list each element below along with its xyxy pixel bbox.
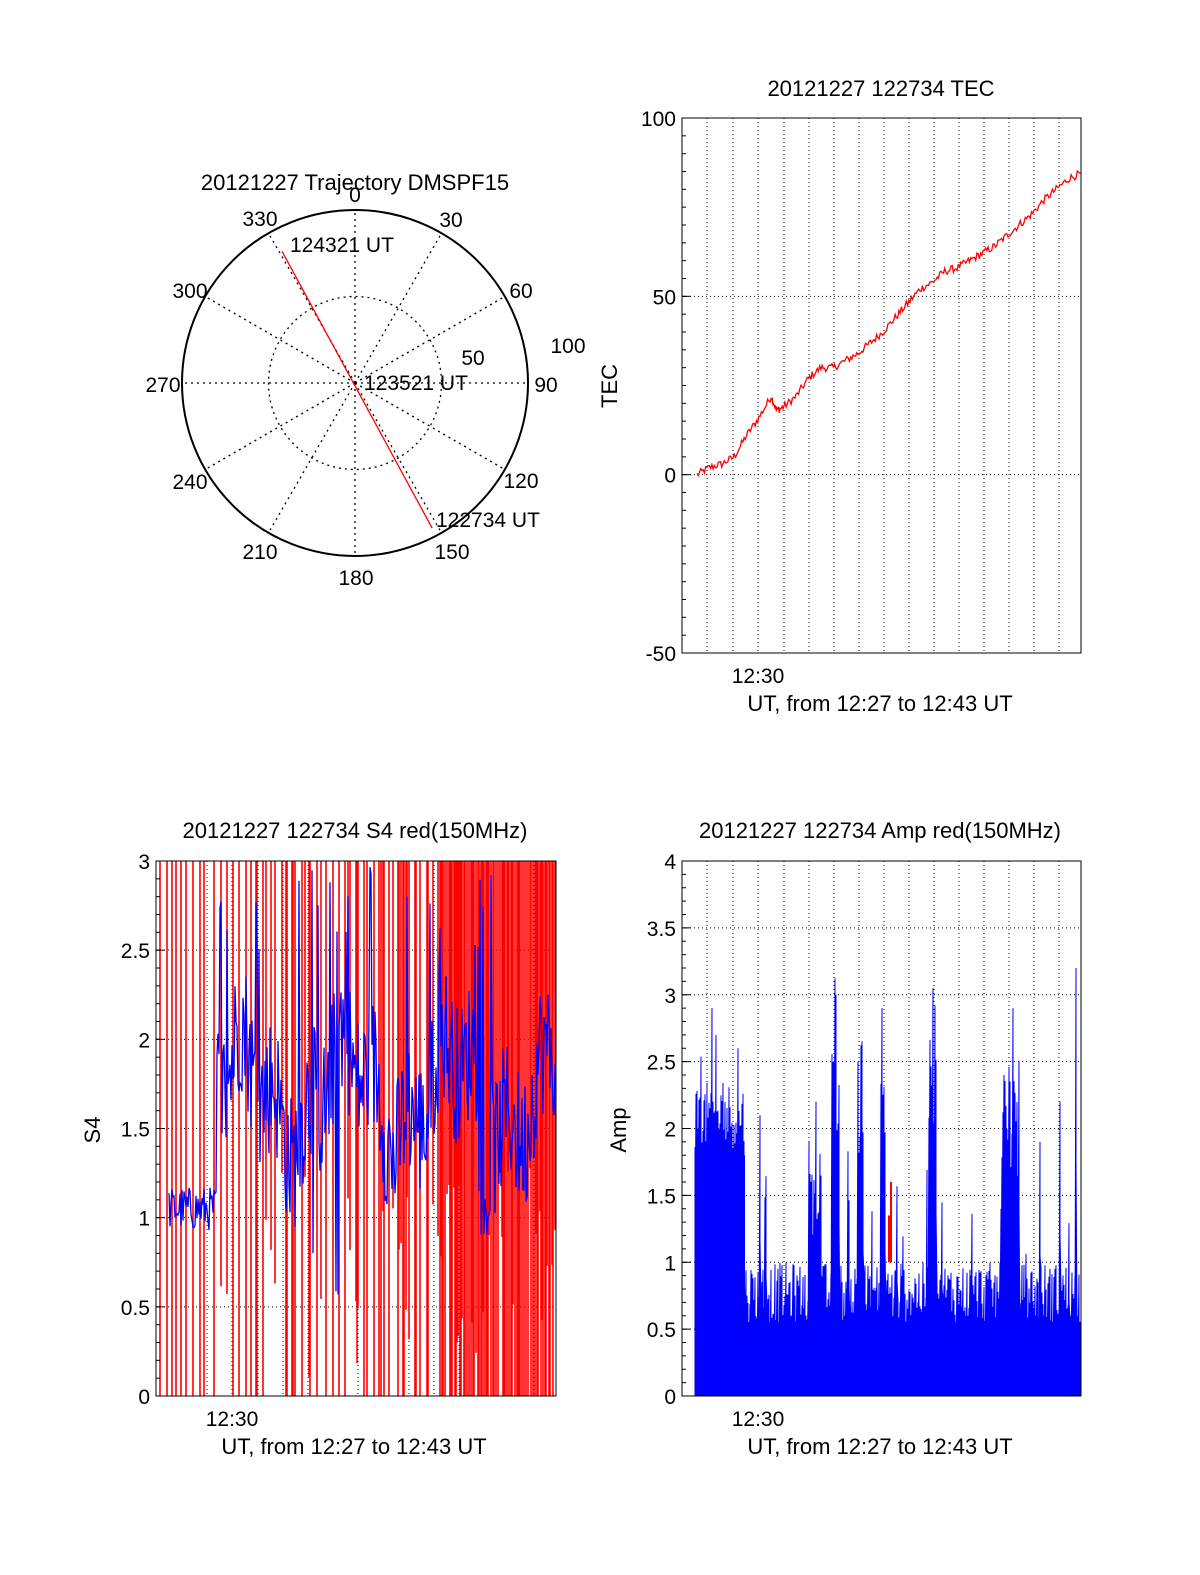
polar-grid bbox=[181, 209, 529, 557]
tec-ytick-label: -50 bbox=[646, 643, 676, 666]
amp-ytick-label: 1 bbox=[664, 1252, 676, 1275]
polar-middle-label: 123521 UT bbox=[364, 372, 468, 395]
s4-ytick-label: 2 bbox=[138, 1029, 150, 1052]
polar-inner-circle bbox=[267, 295, 443, 471]
polar-track bbox=[281, 251, 433, 529]
amp-panel: 20121227 122734 Amp red(150MHz) 0 0.5 1 1.5… bbox=[606, 818, 1082, 1459]
polar-spoke bbox=[354, 382, 443, 534]
s4-panel: 20121227 122734 S4 red(150MHz) 0 0.5 1 1.5 2… bbox=[80, 818, 557, 1459]
tec-yticks: -50 0 50 100 bbox=[641, 108, 691, 666]
polar-angle-label: 300 bbox=[172, 280, 207, 303]
s4-ytick-label: 3 bbox=[138, 851, 150, 874]
polar-labels: 0 30 60 90 120 150 180 210 240 270 300 330 50 100 1227… bbox=[145, 184, 585, 590]
s4-title: 20121227 122734 S4 red(150MHz) bbox=[183, 818, 528, 843]
s4-ytick-label: 1 bbox=[138, 1208, 150, 1231]
polar-angle-label: 90 bbox=[534, 374, 557, 397]
polar-spoke bbox=[354, 232, 443, 384]
polar-angle-label: 0 bbox=[349, 184, 361, 207]
polar-angle-label: 120 bbox=[503, 470, 538, 493]
polar-angle-label: 30 bbox=[439, 209, 462, 232]
amp-ytick-label: 2 bbox=[664, 1119, 676, 1142]
polar-angle-label: 270 bbox=[145, 374, 180, 397]
amp-x-tick: 12:30 bbox=[732, 1408, 785, 1431]
tec-series bbox=[696, 169, 1082, 477]
s4-blue-line bbox=[168, 867, 556, 1295]
s4-ytick-label: 0.5 bbox=[121, 1297, 150, 1320]
tec-line bbox=[696, 169, 1082, 477]
polar-spoke bbox=[204, 382, 356, 471]
polar-track-line bbox=[281, 251, 433, 529]
tec-ytick-label: 100 bbox=[641, 108, 676, 131]
amp-ytick-label: 1.5 bbox=[647, 1185, 676, 1208]
tec-frame bbox=[681, 117, 1082, 654]
s4-xlabel: UT, from 12:27 to 12:43 UT bbox=[221, 1434, 486, 1459]
polar-spoke bbox=[267, 232, 356, 384]
polar-spoke bbox=[204, 295, 356, 384]
s4-ytick-label: 0 bbox=[138, 1386, 150, 1409]
polar-radial-label: 100 bbox=[550, 335, 585, 358]
amp-blue-trace bbox=[694, 967, 1081, 1397]
amp-ytick-label: 0 bbox=[664, 1386, 676, 1409]
polar-angle-label: 240 bbox=[172, 471, 207, 494]
tec-panel: 20121227 122734 TEC -50 0 50 100 12:30 UT, … bbox=[597, 76, 1082, 716]
polar-angle-label: 150 bbox=[434, 541, 469, 564]
polar-radial-label: 50 bbox=[461, 347, 484, 370]
polar-angle-label: 330 bbox=[242, 208, 277, 231]
polar-spoke bbox=[354, 295, 506, 384]
s4-ytick-label: 2.5 bbox=[121, 940, 150, 963]
tec-grid bbox=[682, 118, 1081, 653]
polar-angle-label: 180 bbox=[338, 567, 373, 590]
polar-start-label: 122734 UT bbox=[436, 509, 540, 532]
s4-x-tick: 12:30 bbox=[206, 1408, 259, 1431]
polar-spoke bbox=[267, 382, 356, 534]
amp-red-series bbox=[888, 1182, 892, 1263]
polar-spoke bbox=[354, 382, 506, 471]
amp-yticks: 0 0.5 1 1.5 2 2.5 3 3.5 4 bbox=[647, 851, 691, 1409]
polar-angle-label: 60 bbox=[509, 280, 532, 303]
amp-title: 20121227 122734 Amp red(150MHz) bbox=[699, 818, 1061, 843]
amp-ytick-label: 4 bbox=[664, 851, 676, 874]
tec-title: 20121227 122734 TEC bbox=[767, 76, 994, 101]
amp-ytick-label: 3.5 bbox=[647, 918, 676, 941]
tec-ytick-label: 50 bbox=[653, 286, 676, 309]
amp-ylabel: Amp bbox=[606, 1107, 631, 1152]
tec-ytick-label: 0 bbox=[664, 465, 676, 488]
polar-end-label: 124321 UT bbox=[290, 234, 394, 257]
s4-blue-series bbox=[168, 867, 556, 1295]
tec-x-tick: 12:30 bbox=[732, 665, 785, 688]
polar-title: 20121227 Trajectory DMSPF15 bbox=[201, 170, 509, 195]
amp-xlabel: UT, from 12:27 to 12:43 UT bbox=[747, 1434, 1012, 1459]
amp-ytick-label: 2.5 bbox=[647, 1052, 676, 1075]
polar-outer-circle bbox=[181, 209, 529, 557]
polar-angle-label: 210 bbox=[242, 541, 277, 564]
amp-ytick-label: 3 bbox=[664, 985, 676, 1008]
tec-xlabel: UT, from 12:27 to 12:43 UT bbox=[747, 691, 1012, 716]
s4-yticks: 0 0.5 1 1.5 2 2.5 3 bbox=[121, 851, 165, 1409]
polar-trajectory-panel: 20121227 Trajectory DMSPF15 0 30 60 90 120 15… bbox=[145, 170, 585, 590]
s4-ylabel: S4 bbox=[80, 1117, 105, 1144]
amp-blue-series bbox=[694, 967, 1081, 1397]
amp-ytick-label: 0.5 bbox=[647, 1319, 676, 1342]
tec-ylabel: TEC bbox=[597, 364, 622, 408]
s4-ytick-label: 1.5 bbox=[121, 1119, 150, 1142]
